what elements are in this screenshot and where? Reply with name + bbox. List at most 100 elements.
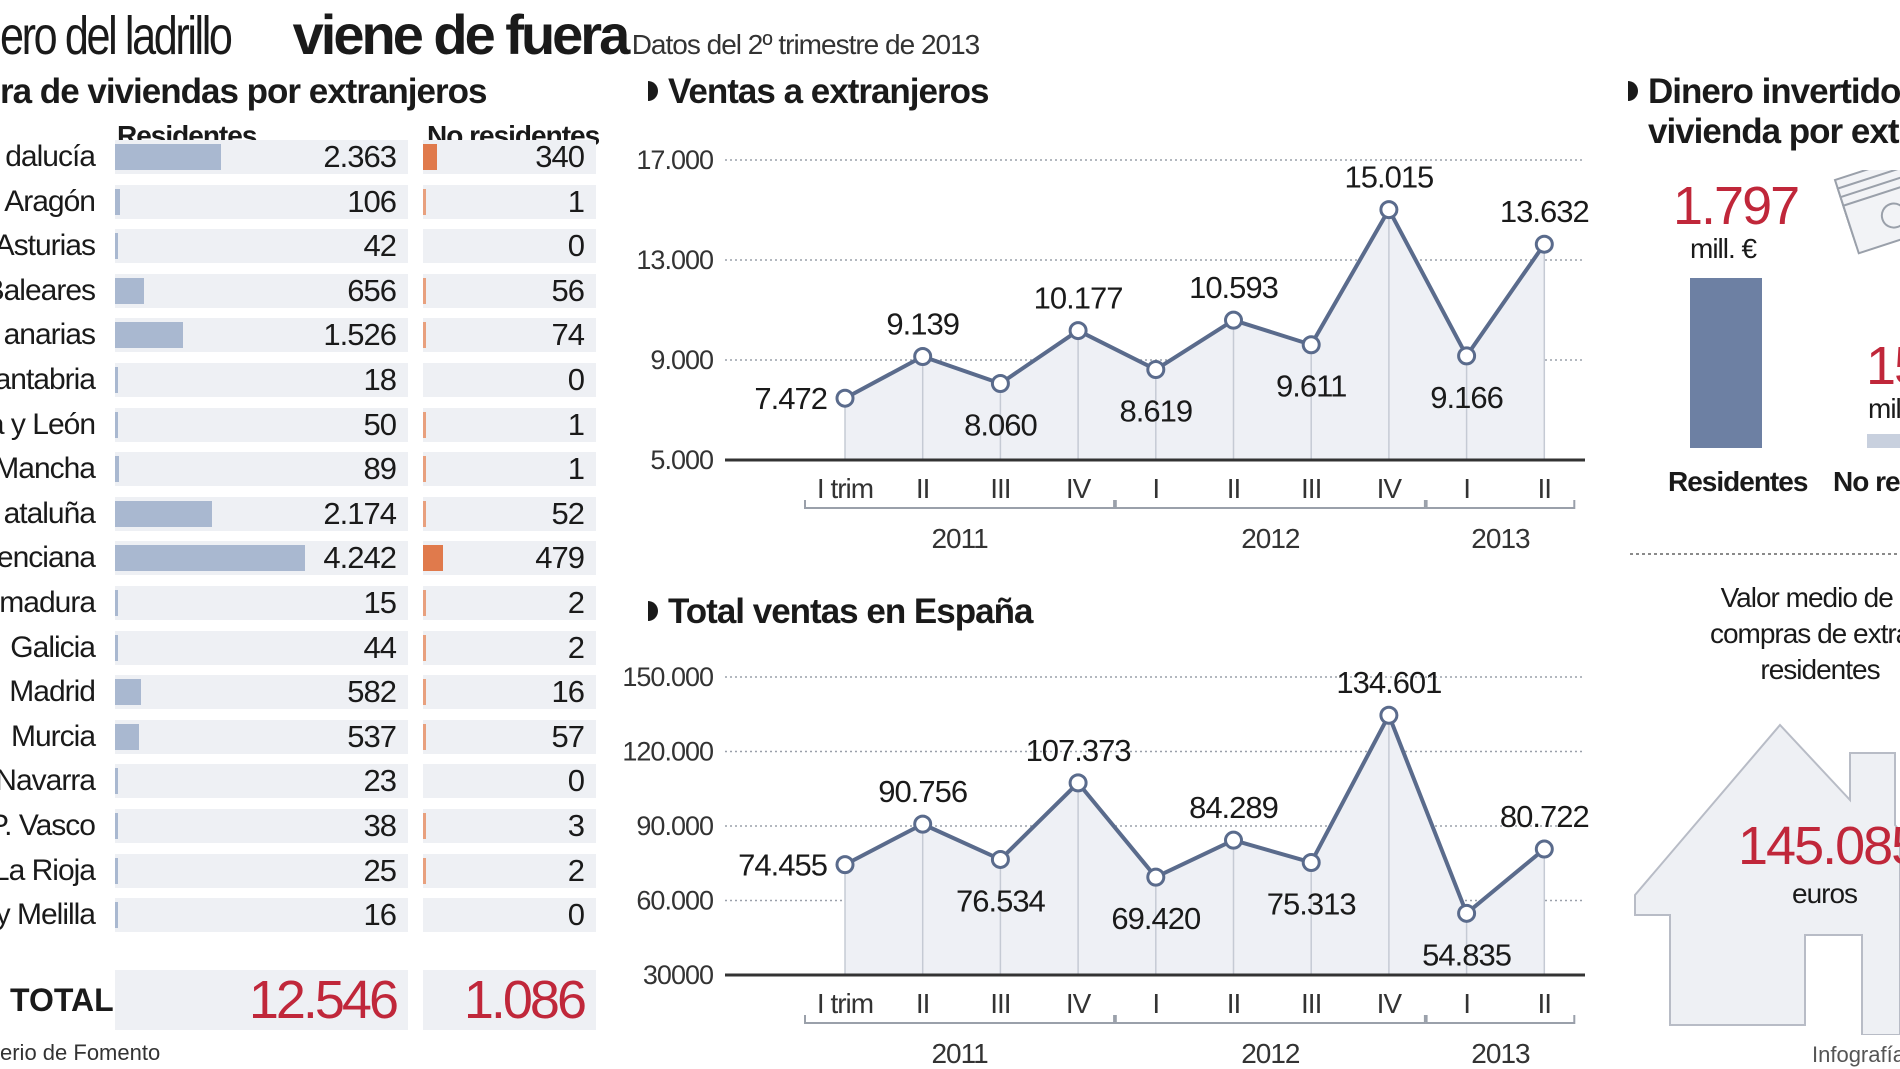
data-point <box>1301 335 1321 355</box>
residentes-value: 16 <box>363 897 397 933</box>
total-no-residentes: 1.086 <box>463 970 587 1030</box>
x-tick-label: III <box>1301 473 1321 504</box>
no-residentes-bar <box>423 500 426 527</box>
no-residentes-value: 2 <box>567 629 585 665</box>
year-bracket <box>804 500 1116 509</box>
no-residentes-cell: 2 <box>423 586 596 620</box>
chart2-title-text: Total ventas en España <box>668 592 1033 631</box>
title-bold: viene de fuera <box>292 3 631 66</box>
x-tick-label: II <box>1538 988 1552 1019</box>
residentes-value: 50 <box>363 406 397 442</box>
x-tick-label: III <box>990 988 1010 1019</box>
data-point <box>990 849 1010 869</box>
x-tick-label: II <box>916 473 930 504</box>
no-residentes-bar <box>423 723 426 750</box>
region-name: a y León <box>0 407 96 441</box>
no-residentes-bar <box>423 277 426 304</box>
residentes-bar <box>115 188 120 215</box>
data-point <box>1534 234 1554 254</box>
residentes-bar <box>115 144 221 170</box>
no-residentes-bar <box>423 322 427 349</box>
region-name: Madrid <box>9 675 96 709</box>
data-label: 15.015 <box>1344 160 1433 195</box>
residentes-value: 1.526 <box>323 317 397 353</box>
residentes-bar <box>115 233 118 260</box>
title-light: ero del ladrillo <box>0 6 233 66</box>
invest-nr-value: 15 <box>1866 336 1900 396</box>
table-row: Navarra 23 0 <box>0 761 600 801</box>
bullet-icon <box>648 600 658 621</box>
series-line <box>844 207 1546 400</box>
series-line <box>844 713 1546 916</box>
x-tick-label: II <box>1227 988 1241 1019</box>
no-residentes-cell: 16 <box>423 675 596 710</box>
data-label: 69.420 <box>1111 901 1201 936</box>
data-point <box>835 388 855 408</box>
header: ero del ladrillo viene de fuera Datos de… <box>0 2 980 67</box>
residentes-value: 44 <box>363 629 397 665</box>
no-residentes-cell: 0 <box>423 229 596 264</box>
data-point <box>913 814 933 834</box>
table-row: antabria 18 0 <box>0 360 600 400</box>
residentes-bar <box>115 277 145 304</box>
x-tick-label: I trim <box>817 988 873 1019</box>
chart-total-ventas: 30000 60.000 90.000 120.000 150.000 74.455 90.… <box>622 662 1589 1069</box>
chart-ventas-extranjeros: 5.000 9.000 13.000 17.000 7.472 9.139 8.060 10.… <box>636 145 1589 554</box>
average-value: 145.085 <box>1738 816 1900 876</box>
residentes-bar <box>115 500 213 527</box>
region-name: Galicia <box>10 630 96 664</box>
table-row: a y León 50 1 <box>0 405 600 445</box>
residentes-value: 2.174 <box>323 495 397 531</box>
residentes-bar <box>115 545 305 572</box>
table-row: y Melilla 16 0 <box>0 895 600 935</box>
year-bracket <box>804 1015 1116 1024</box>
data-point <box>1224 310 1243 330</box>
residentes-value: 89 <box>363 451 397 487</box>
data-label: 7.472 <box>754 381 827 416</box>
residentes-cell: 656 <box>115 273 408 308</box>
data-point <box>1457 346 1477 366</box>
x-tick-label: III <box>1301 988 1321 1019</box>
region-name: antabria <box>0 363 96 396</box>
table-row: P. Vasco 38 3 <box>0 806 600 846</box>
y-tick-label: 13.000 <box>636 245 713 275</box>
total-res-cell: 12.546 <box>115 970 408 1030</box>
x-tick-label: I <box>1152 473 1159 504</box>
region-name: Murcia <box>10 719 96 753</box>
no-residentes-value: 1 <box>567 451 585 487</box>
residentes-value: 38 <box>363 808 397 843</box>
residentes-bar <box>115 590 118 616</box>
residentes-value: 106 <box>347 183 397 219</box>
data-label: 76.534 <box>956 883 1046 918</box>
residentes-cell: 2.174 <box>115 495 408 531</box>
residentes-cell: 25 <box>115 853 408 888</box>
y-tick-label: 60.000 <box>636 886 713 916</box>
residentes-bar <box>115 902 118 929</box>
series-area <box>845 715 1545 975</box>
region-name: madura <box>0 586 96 619</box>
no-residentes-cell: 1 <box>423 451 596 487</box>
y-tick-label: 5.000 <box>650 445 713 475</box>
residentes-bar <box>115 322 184 349</box>
year-bracket <box>1114 500 1426 509</box>
residentes-cell: 537 <box>115 719 408 754</box>
no-residentes-bar <box>423 813 426 839</box>
table-row: dalucía 2.363 340 <box>0 137 600 177</box>
residentes-bar <box>115 367 118 393</box>
total-nr-cell: 1.086 <box>423 970 596 1030</box>
residentes-cell: 16 <box>115 897 408 933</box>
residentes-cell: 23 <box>115 764 408 799</box>
invest-res-value: 1.797 <box>1673 176 1800 236</box>
x-tick-label: III <box>990 473 1010 504</box>
data-label: 9.139 <box>886 307 959 342</box>
region-name: enciana <box>0 541 96 575</box>
y-tick-label: 9.000 <box>650 345 713 375</box>
residentes-cell: 50 <box>115 406 408 442</box>
no-residentes-bar <box>423 545 443 572</box>
bullet-icon <box>648 80 658 101</box>
year-bracket <box>1114 1015 1426 1024</box>
data-label: 80.722 <box>1500 799 1589 834</box>
table-row: enciana 4.242 479 <box>0 538 600 578</box>
invest-title-line2: vivienda por extr <box>1648 112 1900 151</box>
